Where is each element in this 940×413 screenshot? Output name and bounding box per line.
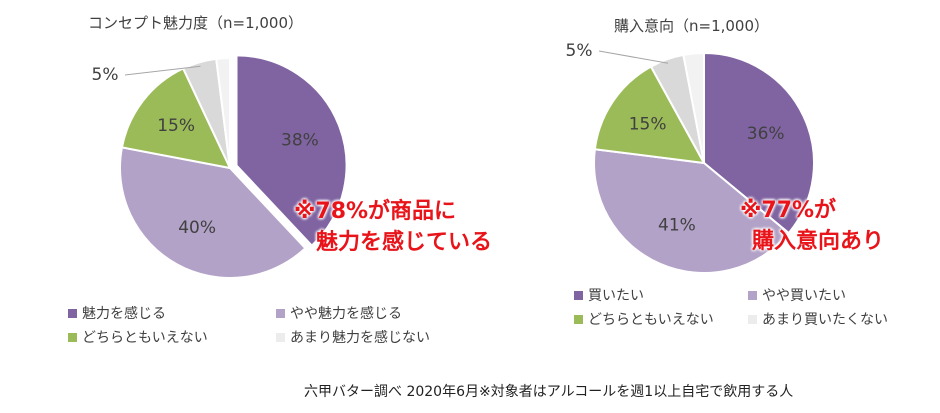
- chart1-callout: ※78%が商品に 魅力を感じている: [290, 196, 492, 258]
- leader-line: [124, 65, 201, 76]
- slice-data-label: 40%: [178, 218, 216, 238]
- chart1-legend-item: 魅力を感じる: [68, 303, 166, 323]
- legend-label: あまり買いたくない: [762, 312, 888, 328]
- chart2-legend-item: やや買いたい: [748, 285, 846, 305]
- pie-slice: [682, 51, 705, 164]
- slice-data-label: 15%: [157, 116, 195, 136]
- legend-swatch: [68, 332, 77, 342]
- legend-swatch: [748, 314, 757, 324]
- chart1-pie: 38% 40% 15% 5%: [92, 54, 348, 279]
- pie-slice: [215, 56, 231, 169]
- chart2-legend-item: どちらともいえない: [574, 309, 714, 329]
- leader-line: [598, 50, 669, 64]
- slice-data-label: 15%: [629, 115, 667, 135]
- legend-label: 魅力を感じる: [82, 306, 166, 322]
- pie-slice: [120, 67, 232, 170]
- pie-slice: [593, 148, 791, 274]
- chart2-title: 購入意向（n=1,000）: [614, 17, 770, 35]
- slice-data-label: 5%: [92, 65, 119, 85]
- chart2-legend-item: 買いたい: [574, 285, 644, 305]
- chart2-legend-item: あまり買いたくない: [748, 309, 888, 329]
- slice-data-label: 5%: [566, 41, 593, 61]
- source-footnote: 六甲バター調べ 2020年6月※対象者はアルコールを週1以上自宅で飲用する人: [304, 384, 794, 400]
- chart2-callout-line2: 購入意向あり: [752, 229, 885, 254]
- legend-label: あまり魅力を感じない: [290, 330, 430, 346]
- slice-data-label: 41%: [658, 216, 696, 236]
- chart2-callout-line1: ※77%が: [740, 198, 837, 223]
- pie-slice: [235, 54, 348, 248]
- slice-data-label: 38%: [281, 130, 319, 150]
- pie-slice: [119, 146, 307, 279]
- legend-label: やや買いたい: [762, 288, 846, 304]
- legend-swatch: [748, 290, 757, 300]
- slice-data-label: 36%: [747, 124, 785, 144]
- chart1-callout-line1: ※78%が商品に: [294, 199, 457, 224]
- legend-swatch: [574, 314, 583, 324]
- pie-slice: [593, 65, 706, 165]
- legend-swatch: [574, 290, 583, 300]
- legend-swatch: [276, 308, 285, 318]
- legend-label: 買いたい: [588, 288, 644, 304]
- legend-label: やや魅力を感じる: [290, 306, 402, 322]
- chart1-callout-line2: 魅力を感じている: [316, 230, 493, 255]
- chart1-legend-item: どちらともいえない: [68, 327, 208, 347]
- chart2-pie: 36% 41% 15% 5%: [566, 41, 815, 274]
- legend-swatch: [276, 332, 285, 342]
- chart1-title: コンセプト魅力度（n=1,000）: [88, 14, 304, 32]
- legend-label: どちらともいえない: [588, 312, 714, 328]
- chart1-legend-item: あまり魅力を感じない: [276, 327, 430, 347]
- chart2-callout: ※77%が 購入意向あり: [740, 195, 884, 257]
- legend-swatch: [68, 308, 77, 318]
- legend-label: どちらともいえない: [82, 330, 208, 346]
- chart1-legend-item: やや魅力を感じる: [276, 303, 402, 323]
- pie-slice: [703, 51, 815, 235]
